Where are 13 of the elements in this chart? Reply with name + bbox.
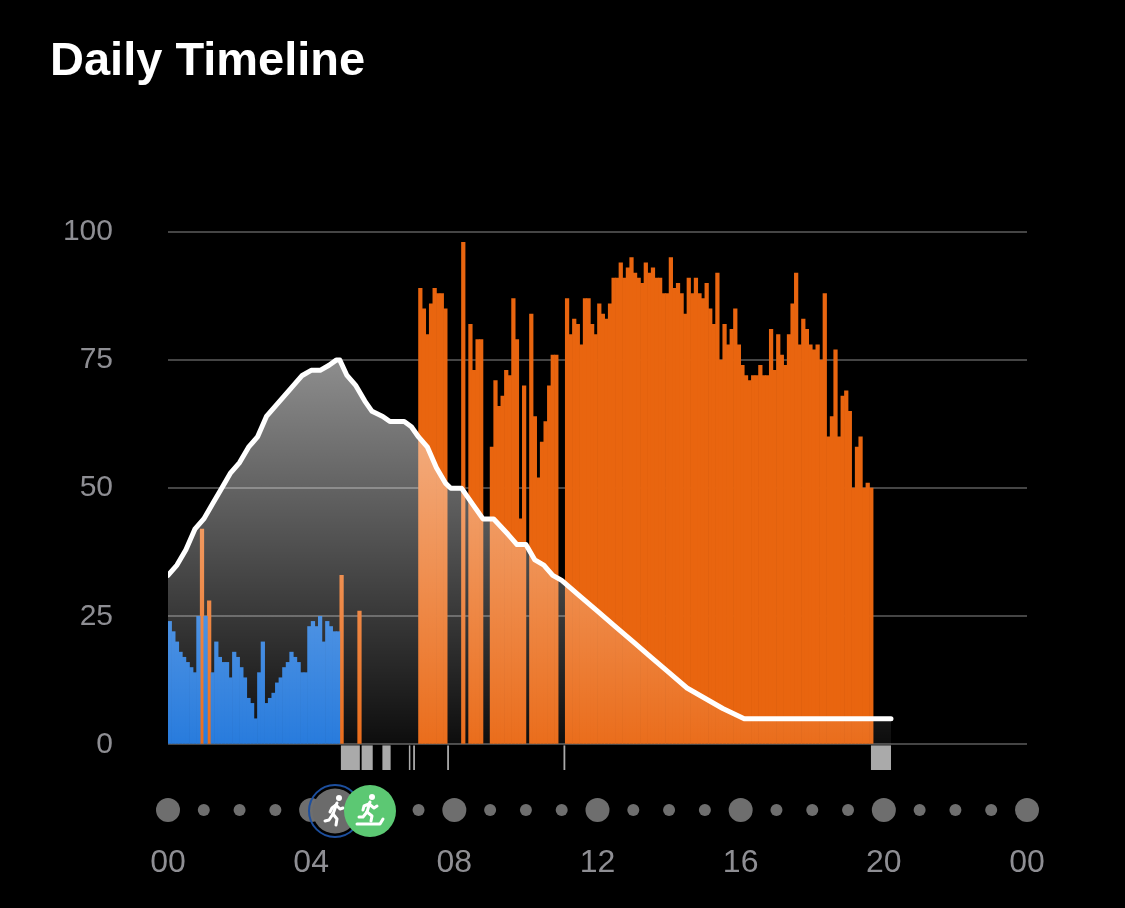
y-tick-label: 25 <box>79 597 113 631</box>
x-tick-label: 00 <box>1009 843 1045 880</box>
y-tick-label: 100 <box>62 213 113 247</box>
y-tick-label: 75 <box>79 341 113 375</box>
x-tick-label: 16 <box>722 843 759 880</box>
x-tick-label: 08 <box>436 843 473 880</box>
y-tick-label: 50 <box>79 469 113 503</box>
x-tick-label: 20 <box>866 843 902 880</box>
x-tick-label: 04 <box>293 843 329 880</box>
chart-title: Daily Timeline <box>50 32 366 86</box>
x-tick-label: 12 <box>579 843 616 880</box>
x-tick-label: 00 <box>150 843 186 880</box>
y-tick-label: 0 <box>96 725 113 759</box>
